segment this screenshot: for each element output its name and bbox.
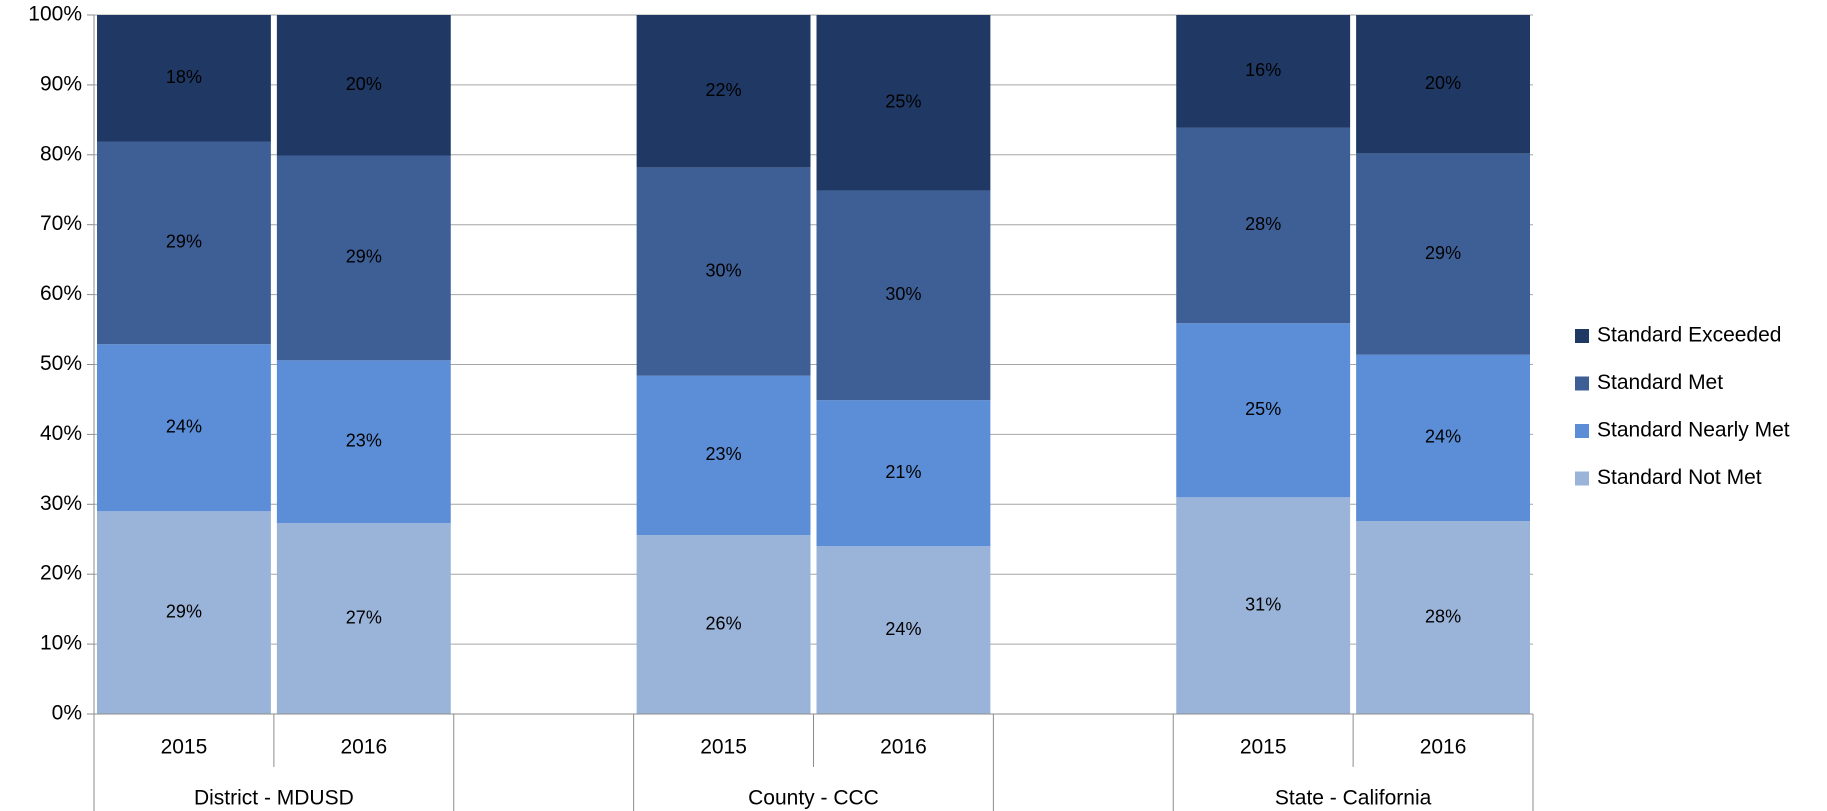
bar-segment — [1176, 323, 1351, 498]
bar-segment — [816, 15, 991, 191]
group-label: State - California — [1275, 787, 1432, 810]
bar-segment — [97, 141, 271, 345]
data-label: 24% — [166, 417, 202, 437]
bar-segment — [636, 375, 811, 536]
bar-segment — [276, 523, 451, 714]
legend-label: Standard Met — [1597, 371, 1723, 394]
data-label: 24% — [885, 619, 921, 639]
data-label: 24% — [1425, 427, 1461, 447]
bar-segment — [1356, 354, 1530, 522]
data-label: 16% — [1245, 60, 1281, 80]
y-tick-label: 60% — [40, 282, 82, 305]
bar-segment — [1356, 153, 1530, 355]
x-tick-label: 2015 — [700, 736, 747, 759]
bar-segment — [1356, 521, 1530, 714]
x-tick-label: 2016 — [1420, 736, 1467, 759]
y-tick-label: 20% — [40, 562, 82, 585]
data-label: 28% — [1425, 606, 1461, 626]
data-label: 27% — [346, 607, 382, 627]
data-label: 30% — [706, 260, 742, 280]
data-label: 22% — [706, 80, 742, 100]
y-tick-label: 40% — [40, 422, 82, 445]
y-tick-label: 50% — [40, 352, 82, 375]
data-label: 28% — [1245, 214, 1281, 234]
bar-segment — [1356, 15, 1530, 154]
y-tick-label: 0% — [52, 702, 82, 725]
data-label: 23% — [706, 444, 742, 464]
data-label: 29% — [166, 601, 202, 621]
group-label: County - CCC — [748, 787, 879, 810]
x-tick-label: 2016 — [340, 736, 387, 759]
legend-swatch — [1575, 424, 1589, 438]
legend-label: Standard Not Met — [1597, 466, 1762, 489]
data-label: 21% — [885, 462, 921, 482]
bar-segment — [816, 546, 991, 714]
data-label: 31% — [1245, 594, 1281, 614]
data-label: 30% — [885, 284, 921, 304]
bar-segment — [276, 360, 451, 524]
bar-segment — [276, 15, 451, 156]
y-tick-label: 80% — [40, 142, 82, 165]
group-label: District - MDUSD — [194, 787, 354, 810]
data-label: 25% — [1245, 399, 1281, 419]
bar-segment — [816, 400, 991, 547]
bar-segment — [636, 535, 811, 714]
data-label: 20% — [1425, 73, 1461, 93]
bar-segment — [816, 190, 991, 401]
bar-segment — [1176, 15, 1351, 128]
bar-segment — [636, 167, 811, 376]
data-label: 29% — [166, 232, 202, 252]
legend-label: Standard Nearly Met — [1597, 419, 1790, 442]
bar-segment — [97, 15, 271, 142]
bar-segment — [1176, 497, 1351, 714]
legend-swatch — [1575, 376, 1589, 391]
legend-swatch — [1575, 329, 1589, 343]
y-tick-label: 100% — [28, 3, 82, 26]
bar-segment — [1176, 127, 1351, 324]
y-tick-label: 70% — [40, 212, 82, 235]
bar-segment — [276, 155, 451, 361]
x-tick-label: 2016 — [880, 736, 927, 759]
y-tick-label: 30% — [40, 492, 82, 515]
x-tick-label: 2015 — [161, 736, 208, 759]
bar-segment — [97, 344, 271, 512]
data-label: 18% — [166, 67, 202, 87]
bar-segment — [97, 511, 271, 714]
bar-segment — [636, 15, 811, 168]
legend-label: Standard Exceeded — [1597, 324, 1781, 347]
data-label: 29% — [346, 247, 382, 267]
data-label: 29% — [1425, 243, 1461, 263]
data-label: 26% — [706, 613, 742, 633]
data-label: 25% — [885, 91, 921, 111]
data-label: 23% — [346, 430, 382, 450]
y-tick-label: 90% — [40, 72, 82, 95]
data-label: 20% — [346, 74, 382, 94]
legend-swatch — [1575, 471, 1589, 486]
x-tick-label: 2015 — [1240, 736, 1287, 759]
y-tick-label: 10% — [40, 632, 82, 655]
